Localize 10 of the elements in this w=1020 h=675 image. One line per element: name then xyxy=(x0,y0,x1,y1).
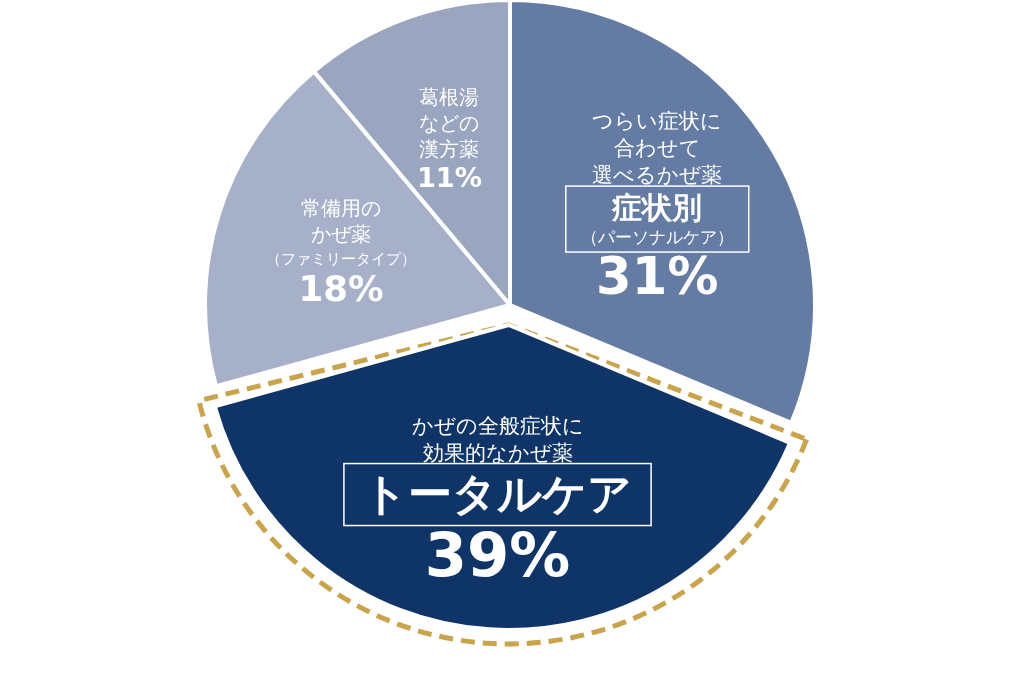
slice-label: 症状別（パーソナルケア） xyxy=(580,189,734,248)
data-label: 31% xyxy=(596,246,719,306)
slice-label: 葛根湯などの漢方薬 xyxy=(419,85,480,162)
data-label: 18% xyxy=(298,267,384,309)
text: つらい症状に合わせて選べるかぜ薬 xyxy=(592,109,723,188)
slice-label: 常備用のかぜ薬（ファミリータイプ） xyxy=(266,196,417,269)
data-label: 11% xyxy=(416,161,483,193)
slice-label: トータルケア xyxy=(363,468,633,520)
text: かぜの全般症状に効果的なかぜ薬 xyxy=(411,413,584,465)
data-label: 39% xyxy=(424,520,571,591)
